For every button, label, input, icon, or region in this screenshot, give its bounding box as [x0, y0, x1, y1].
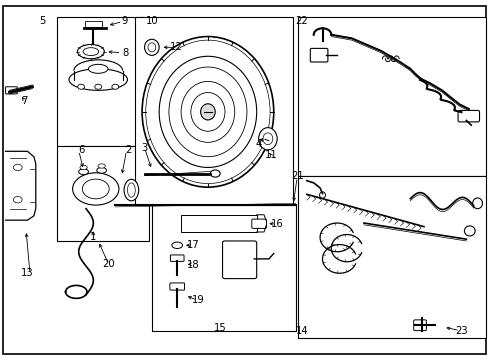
Bar: [57, 146, 149, 241]
Text: 3: 3: [141, 143, 147, 153]
FancyBboxPatch shape: [170, 255, 183, 261]
FancyBboxPatch shape: [181, 215, 256, 232]
Ellipse shape: [69, 69, 127, 90]
Ellipse shape: [83, 48, 99, 55]
Text: 16: 16: [271, 219, 284, 229]
Text: 22: 22: [295, 17, 308, 27]
Ellipse shape: [80, 165, 87, 170]
FancyBboxPatch shape: [413, 320, 426, 330]
Text: 1: 1: [90, 232, 96, 242]
Ellipse shape: [200, 104, 215, 120]
Text: 18: 18: [186, 260, 199, 270]
Text: 15: 15: [213, 323, 226, 333]
Ellipse shape: [127, 183, 135, 197]
Ellipse shape: [78, 84, 84, 89]
Bar: [298, 176, 485, 338]
Ellipse shape: [168, 67, 246, 157]
Text: 19: 19: [191, 295, 204, 305]
Text: 14: 14: [295, 325, 308, 336]
Text: 21: 21: [290, 171, 303, 181]
Text: 7: 7: [21, 96, 27, 106]
Bar: [298, 17, 485, 176]
Bar: [152, 205, 295, 330]
Text: 2: 2: [125, 145, 131, 155]
Ellipse shape: [95, 84, 102, 89]
Text: 5: 5: [39, 17, 45, 27]
Text: 10: 10: [145, 17, 158, 27]
Ellipse shape: [145, 40, 269, 184]
Ellipse shape: [13, 197, 22, 203]
Ellipse shape: [190, 93, 224, 131]
FancyBboxPatch shape: [169, 283, 184, 290]
Ellipse shape: [171, 242, 182, 248]
Ellipse shape: [124, 179, 139, 201]
Ellipse shape: [181, 81, 234, 142]
Bar: [57, 17, 149, 146]
FancyBboxPatch shape: [251, 219, 266, 228]
Ellipse shape: [159, 56, 256, 167]
Ellipse shape: [226, 244, 252, 277]
Ellipse shape: [88, 64, 108, 73]
Text: 6: 6: [78, 145, 84, 155]
FancyBboxPatch shape: [222, 241, 256, 279]
Text: 23: 23: [454, 325, 467, 336]
Ellipse shape: [144, 39, 159, 55]
Ellipse shape: [148, 43, 156, 52]
Text: 12: 12: [169, 42, 182, 52]
FancyBboxPatch shape: [457, 111, 479, 122]
Ellipse shape: [464, 226, 474, 236]
Ellipse shape: [230, 249, 248, 273]
FancyBboxPatch shape: [310, 48, 327, 62]
Ellipse shape: [13, 164, 22, 171]
Ellipse shape: [472, 198, 482, 209]
Text: 13: 13: [21, 268, 34, 278]
FancyBboxPatch shape: [84, 22, 102, 27]
Bar: [135, 17, 293, 205]
Text: 4: 4: [256, 139, 262, 149]
Ellipse shape: [98, 164, 105, 168]
Ellipse shape: [319, 192, 325, 198]
Ellipse shape: [263, 133, 272, 145]
Ellipse shape: [82, 179, 109, 199]
Ellipse shape: [258, 128, 277, 150]
Ellipse shape: [142, 37, 273, 187]
Ellipse shape: [210, 170, 220, 177]
Text: 17: 17: [186, 240, 199, 250]
Ellipse shape: [77, 44, 104, 59]
Ellipse shape: [73, 173, 119, 205]
Ellipse shape: [112, 84, 119, 89]
Ellipse shape: [79, 169, 88, 175]
Text: 20: 20: [102, 259, 115, 269]
Text: 9: 9: [122, 17, 128, 27]
Text: 11: 11: [264, 150, 277, 160]
Ellipse shape: [97, 167, 106, 173]
Text: 8: 8: [122, 48, 128, 58]
FancyBboxPatch shape: [5, 87, 17, 94]
